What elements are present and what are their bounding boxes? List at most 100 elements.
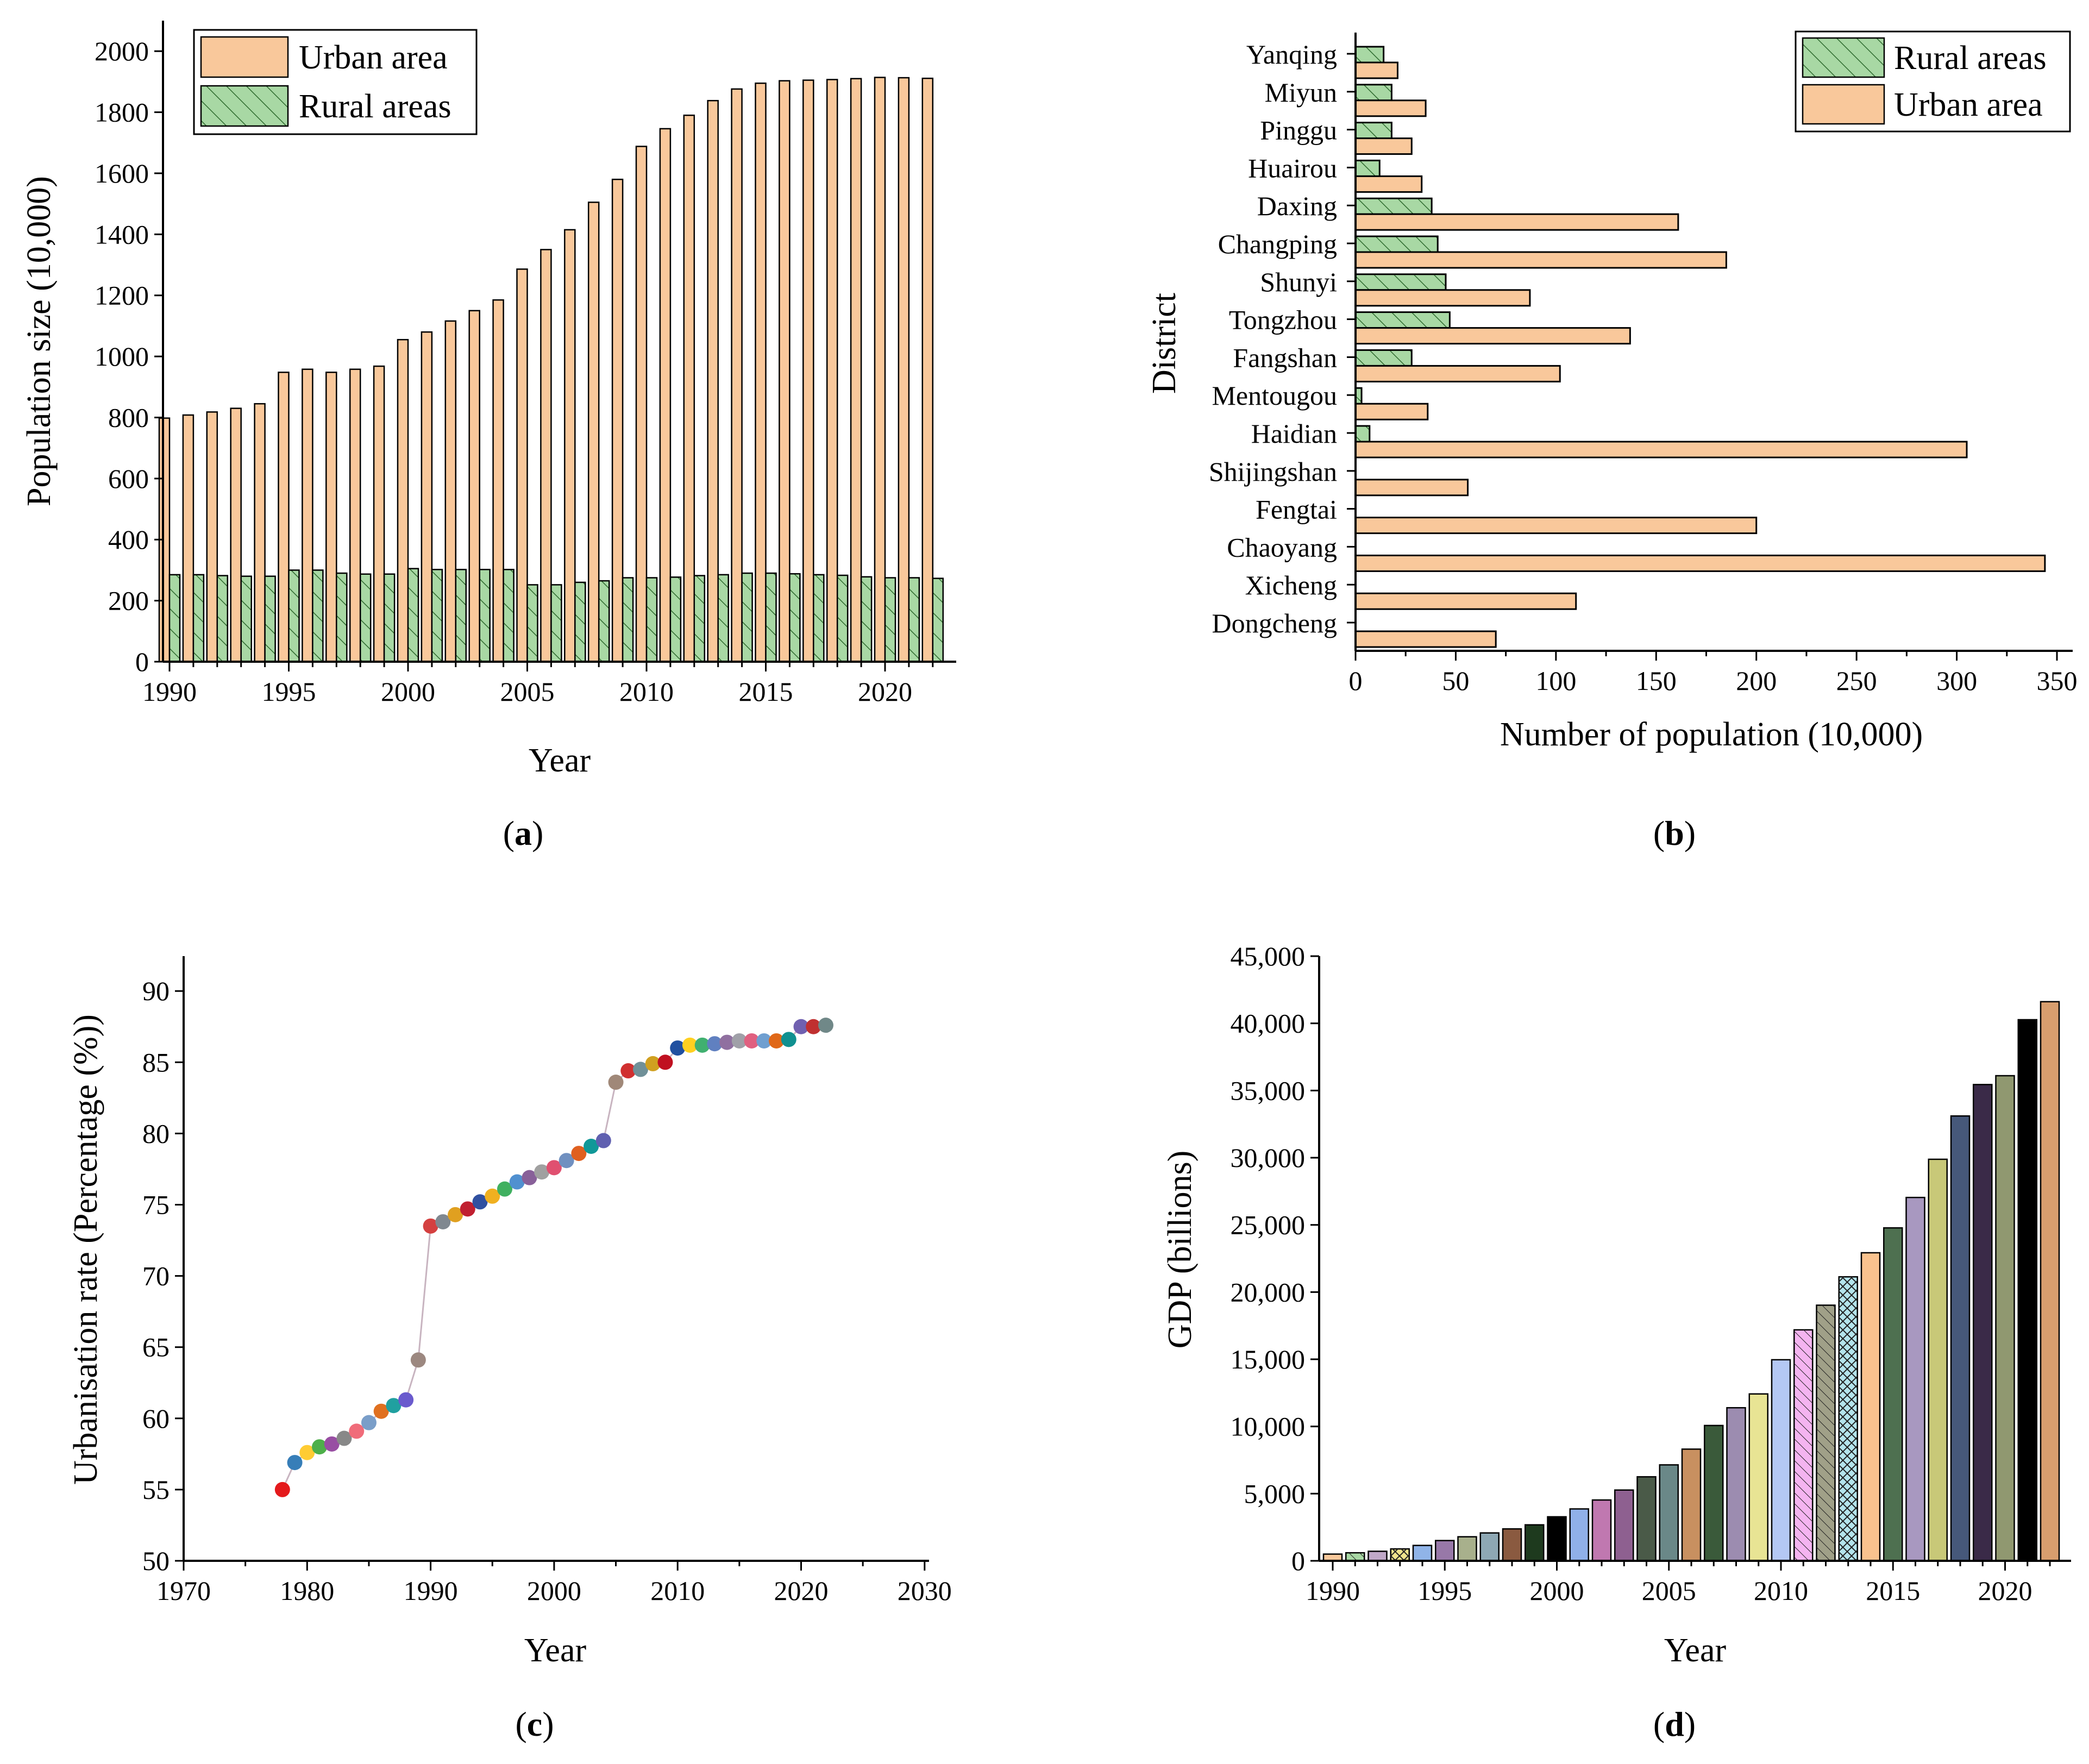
point-2022 — [818, 1018, 833, 1033]
bar-urban-2003 — [468, 310, 480, 663]
bar-rural-changping — [1354, 235, 1439, 253]
bar-urban-pinggu — [1354, 137, 1413, 155]
district-label: Daxing — [1257, 191, 1337, 221]
gdp-bar-2022 — [2040, 1001, 2060, 1562]
bar-urban-2007 — [564, 229, 576, 663]
gdp-bar-2021 — [2017, 1019, 2037, 1562]
district-label: Chaoyang — [1227, 532, 1337, 562]
bar-urban-shijingshan — [1354, 479, 1469, 497]
gdp-bar-2016 — [1905, 1196, 1925, 1562]
point-1984 — [349, 1423, 365, 1439]
gdp-bar-2015 — [1883, 1227, 1903, 1562]
bar-rural-1998 — [359, 573, 372, 663]
bar-urban-2010 — [635, 146, 648, 663]
gdp-bar-2020 — [1995, 1075, 2015, 1562]
panel-c-x-axis-title: Year — [524, 1632, 587, 1669]
point-1989 — [410, 1352, 426, 1368]
y-tick-label: 75 — [142, 1190, 170, 1220]
bar-urban-2012 — [683, 114, 695, 663]
y-tick-label: 35,000 — [1231, 1075, 1306, 1106]
bar-urban-2017 — [802, 79, 814, 663]
x-tick-label: 150 — [1636, 666, 1677, 696]
y-tick-label: 15,000 — [1231, 1344, 1306, 1374]
point-1990 — [423, 1218, 438, 1234]
x-tick-label: 2015 — [1866, 1575, 1920, 1606]
point-1992 — [448, 1207, 463, 1222]
bar-urban-1991 — [182, 414, 195, 663]
y-tick-label: 1000 — [95, 341, 149, 372]
x-tick-label: 1995 — [1417, 1575, 1472, 1606]
bar-urban-miyun — [1354, 99, 1427, 117]
y-tick-label: 40,000 — [1231, 1008, 1306, 1039]
bar-rural-2019 — [860, 576, 873, 663]
bar-urban-huairou — [1354, 175, 1423, 193]
gdp-bar-hatch-2011 — [1794, 1329, 1813, 1561]
bar-rural-huairou — [1354, 159, 1381, 177]
point-2016 — [744, 1033, 760, 1049]
point-2011 — [682, 1037, 698, 1053]
gdp-bar-2017 — [1928, 1158, 1948, 1562]
point-1985 — [361, 1415, 377, 1430]
point-2008 — [645, 1056, 661, 1071]
panel-d-bars — [1322, 1001, 2060, 1562]
point-1987 — [386, 1398, 402, 1414]
point-1982 — [324, 1436, 340, 1452]
point-1991 — [435, 1214, 451, 1229]
district-label: Huairou — [1248, 153, 1337, 183]
x-tick-label: 350 — [2037, 666, 2078, 696]
gdp-bar-2003 — [1614, 1489, 1634, 1562]
panel-a-y-ticks: 0 200 400 600 800 1000 1200 1400 1600 1800 2000 — [95, 36, 163, 677]
district-label: Shunyi — [1260, 267, 1337, 297]
bar-urban-2005 — [516, 268, 528, 663]
bar-rural-1997 — [336, 572, 348, 663]
gdp-bar-2009 — [1748, 1393, 1768, 1562]
point-2009 — [657, 1054, 673, 1070]
bar-rural-1991 — [192, 574, 205, 663]
panel-b-bars — [1354, 46, 2046, 648]
y-tick-label: 10,000 — [1231, 1411, 1306, 1442]
gdp-bar-hatch-1991 — [1346, 1553, 1365, 1561]
gdp-bar-hatch-2012 — [1816, 1305, 1835, 1561]
point-1986 — [373, 1403, 389, 1419]
bar-urban-fangshan — [1354, 365, 1561, 382]
bar-rural-2001 — [431, 569, 443, 663]
x-tick-label: 1995 — [262, 676, 316, 707]
gdp-bar-2018 — [1950, 1115, 1971, 1562]
bar-rural-daxing — [1354, 197, 1433, 215]
gdp-bar-2002 — [1591, 1499, 1612, 1562]
bar-rural-2021 — [908, 577, 920, 663]
bar-urban-2018 — [826, 79, 838, 663]
gdp-bar-2005 — [1659, 1464, 1679, 1562]
y-tick-label: 60 — [142, 1403, 170, 1434]
y-tick-label: 55 — [142, 1474, 170, 1505]
bar-rural-2007 — [574, 581, 586, 663]
point-2013 — [707, 1036, 723, 1052]
gdp-bar-hatch-2013 — [1839, 1277, 1858, 1561]
bar-rural-2012 — [693, 575, 706, 663]
district-label: Shijingshan — [1209, 456, 1337, 487]
point-1983 — [336, 1430, 352, 1446]
gdp-bar-2007 — [1704, 1424, 1724, 1562]
gdp-bar-2014 — [1860, 1252, 1881, 1562]
panel-d-caption: (d) — [1653, 1705, 1696, 1743]
y-tick-label: 1400 — [95, 219, 149, 249]
panel-c-axes — [183, 956, 929, 1562]
panel-a-population-chart: 0 200 400 600 800 1000 1200 1400 1600 1800 2000 19… — [21, 21, 956, 852]
panel-b-x-axis-title: Number of population (10,000) — [1500, 716, 1923, 753]
point-2003 — [584, 1138, 599, 1154]
panel-c-y-axis-title: Urbanisation rate (Percentage (%)) — [67, 1014, 104, 1485]
gdp-bar-hatch-1993 — [1390, 1549, 1409, 1561]
legend-swatch-urban — [200, 36, 289, 78]
point-2015 — [731, 1033, 747, 1049]
bar-rural-fangshan — [1354, 349, 1413, 367]
point-1988 — [398, 1392, 414, 1408]
y-tick-label: 25,000 — [1231, 1210, 1306, 1240]
district-label: Pinggu — [1260, 115, 1337, 146]
bar-urban-xicheng — [1354, 592, 1577, 610]
point-2017 — [756, 1033, 772, 1049]
bar-urban-2001 — [421, 331, 433, 663]
point-1994 — [472, 1194, 488, 1210]
legend-swatch-rural-b — [1802, 37, 1885, 78]
bar-rural-1994 — [264, 575, 276, 663]
